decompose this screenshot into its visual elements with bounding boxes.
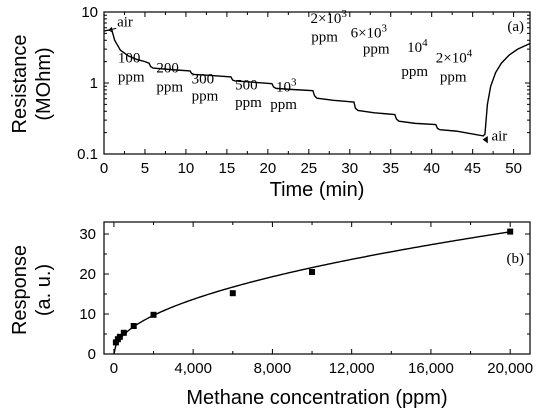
data-point [507,228,514,235]
y-tick-label-b: 0 [88,346,96,363]
y-tick-label-a: 1 [90,75,98,92]
annotation-label: ppm [118,69,145,85]
data-point [309,269,316,275]
y-axis-title-a: Resistance [9,35,31,134]
x-axis-title-b: Methane concentration (ppm) [186,387,447,409]
annotation-label: ppm [440,69,467,85]
y-tick-label-b: 20 [79,266,96,283]
annotation-label: 100 [118,50,141,66]
annotation-label: air [117,15,133,31]
resistance-series-line [103,26,531,137]
annotation-label: ppm [235,95,262,111]
x-tick-label-b: 0 [110,360,118,377]
annotation-label: air [491,128,507,144]
annotation-label: ppm [363,42,390,58]
x-tick-label-a: 10 [178,160,195,177]
plot-frame-b [103,221,531,355]
annotation-superscript: 3 [341,8,347,20]
x-tick-label-b: 20,000 [487,360,533,377]
response-fit-curve [113,231,511,355]
panel-a: 0 5 10 15 20 25 30 35 40 45 50 0.1 1 10 Time (min) Resi… [9,4,531,201]
x-tick-label-b: 8,000 [254,360,292,377]
y-tick-label-a: 0.1 [77,146,98,163]
x-tick-label-a: 40 [423,160,440,177]
data-point [116,333,123,340]
annotation-superscript: 3 [382,22,388,34]
y-axis-title-b: Response [9,245,31,335]
data-point [130,323,137,329]
annotation-label: ppm [192,88,219,104]
x-tick-label-b: 4,000 [174,360,212,377]
data-point [229,290,236,297]
air-arrow-start [108,27,117,33]
annotation-label: 6×103 [351,22,388,41]
panel-label-b: (b) [507,251,525,267]
y-tick-label-b: 30 [79,226,96,243]
x-tick-label-a: 50 [505,160,522,177]
annotation-label: 200 [156,61,179,77]
x-tick-label-a: 25 [300,160,317,177]
data-point [150,311,157,318]
x-tick-label-a: 20 [260,160,277,177]
x-tick-label-b: 12,000 [329,360,375,377]
y-tick-label-a: 10 [81,4,98,21]
annotation-label: ppm [401,64,428,80]
annotation-label: 103 [276,76,297,95]
annotation-label: ppm [156,79,183,95]
annotation-label: ppm [311,29,338,45]
x-tick-label-a: 5 [141,160,149,177]
x-tick-label-a: 15 [219,160,236,177]
y-axis-unit-a: (MOhm) [33,47,55,120]
x-tick-label-b: 16,000 [408,360,454,377]
x-tick-label-a: 0 [100,160,108,177]
y-tick-label-b: 10 [79,306,96,323]
annotation-label: ppm [270,97,297,113]
x-tick-label-a: 45 [464,160,481,177]
x-axis-title-a: Time (min) [270,179,365,201]
annotation-superscript: 4 [467,47,473,59]
panel-label-a: (a) [507,19,524,35]
x-tick-label-a: 30 [341,160,358,177]
x-tick-label-a: 35 [382,160,399,177]
annotation-label: 2×104 [436,47,473,66]
data-point [120,329,127,336]
air-arrow-end [482,135,488,144]
annotation-label: 500 [235,77,257,93]
y-axis-unit-b: (a. u.) [33,264,55,316]
annotation-label: 2×103 [310,8,347,27]
panel-b: 0 4,000 8,000 12,000 16,000 20,000 0 10 20 30 Meth… [9,221,533,409]
annotation-superscript: 4 [422,37,428,49]
annotation-superscript: 3 [291,76,297,88]
annotation-label: 300 [192,71,215,87]
annotation-label: 104 [407,37,428,56]
data-point [112,339,119,346]
